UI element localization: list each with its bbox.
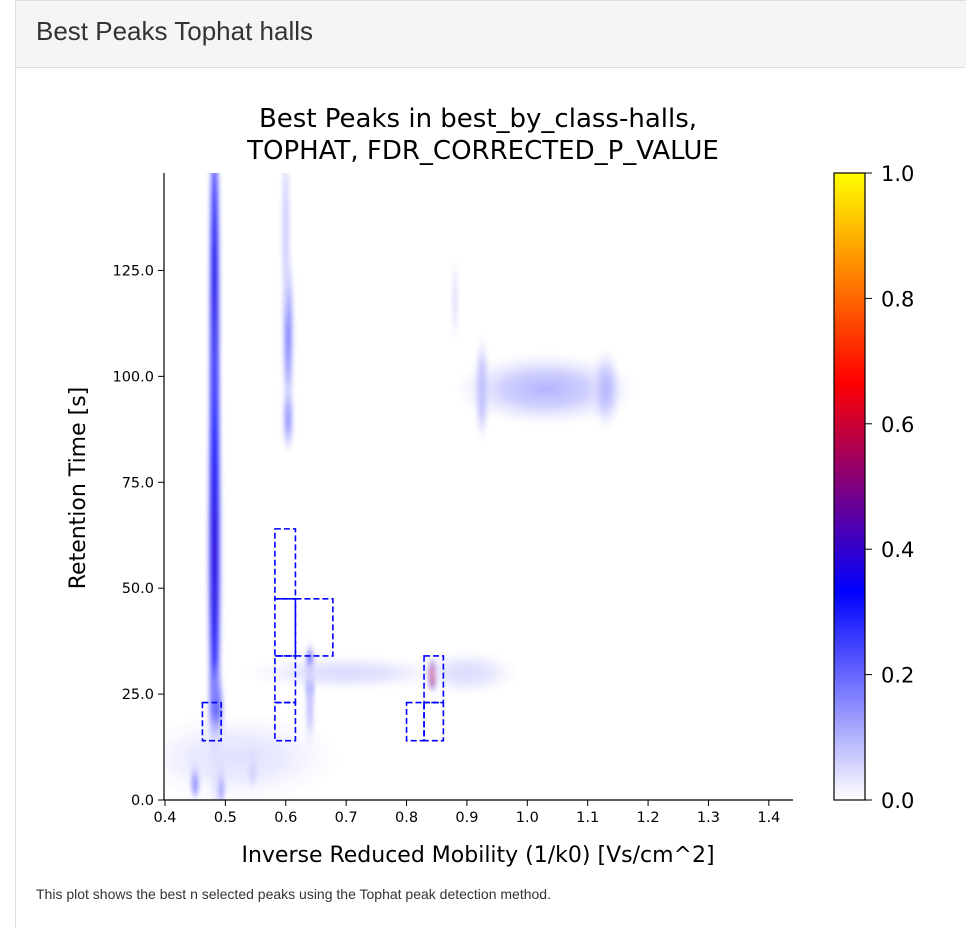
y-tick-label: 0.0 [131,793,154,809]
colorbar-ticks: 0.0 0.2 0.4 0.6 0.8 1.0 [865,162,914,813]
x-tick-label: 1.2 [637,810,660,826]
x-tick-label: 0.4 [153,810,176,826]
x-tick-label: 0.9 [455,810,478,826]
intensity-layer [165,173,639,800]
x-tick-label: 0.7 [335,810,358,826]
colorbar-tick-label: 0.4 [881,538,914,562]
intensity-region [280,173,292,340]
y-ticks: 0.0 25.0 50.0 75.0 100.0 125.0 [112,263,164,809]
y-tick-label: 75.0 [122,475,154,491]
x-tick-label: 0.8 [395,810,418,826]
y-tick-label: 50.0 [122,581,154,597]
x-tick-label: 1.1 [576,810,599,826]
peak-box [423,655,445,704]
panel-title: Best Peaks Tophat halls [36,16,314,46]
panel-heading: Best Peaks Tophat halls [16,1,966,68]
y-axis-label: Retention Time [s] [66,387,91,590]
y-tick-label: 25.0 [122,687,154,703]
x-tick-label: 1.4 [757,810,780,826]
intensity-region [281,381,295,456]
x-tick-label: 0.5 [214,810,237,826]
colorbar-tick-label: 0.2 [881,664,914,688]
intensity-region [450,253,459,347]
peak-box [274,528,297,600]
chart-subtitle: TOPHAT, FDR_CORRECTED_P_VALUE [246,136,719,166]
chart-title: Best Peaks in best_by_class-halls, [259,104,697,134]
x-axis-label: Inverse Reduced Mobility (1/k0) [Vs/cm^2… [241,843,714,868]
colorbar-tick-label: 0.8 [881,287,914,311]
peak-box [201,701,222,742]
peak-box [274,597,297,657]
x-tick-label: 1.3 [697,810,720,826]
peak-box [274,655,297,704]
peak-box [405,701,425,742]
peak-box-layer [201,528,445,742]
chart-caption: This plot shows the best n selected peak… [36,886,551,902]
y-tick-label: 125.0 [112,263,154,279]
y-tick-label: 100.0 [112,369,154,385]
x-tick-label: 1.0 [516,810,539,826]
colorbar [833,172,866,801]
x-ticks: 0.4 0.5 0.6 0.7 0.8 0.9 1.0 1.1 1.2 1.3 1.4 [153,800,780,826]
colorbar-tick-label: 1.0 [881,162,914,186]
intensity-region [239,654,453,692]
intensity-region [165,711,344,800]
colorbar-tick-label: 0.6 [881,413,914,437]
peak-box [423,701,445,742]
peak-box [294,597,334,657]
intensity-region [589,347,622,432]
colorbar-tick-label: 0.0 [881,789,914,813]
x-tick-label: 0.6 [274,810,297,826]
intensity-region [413,649,521,697]
